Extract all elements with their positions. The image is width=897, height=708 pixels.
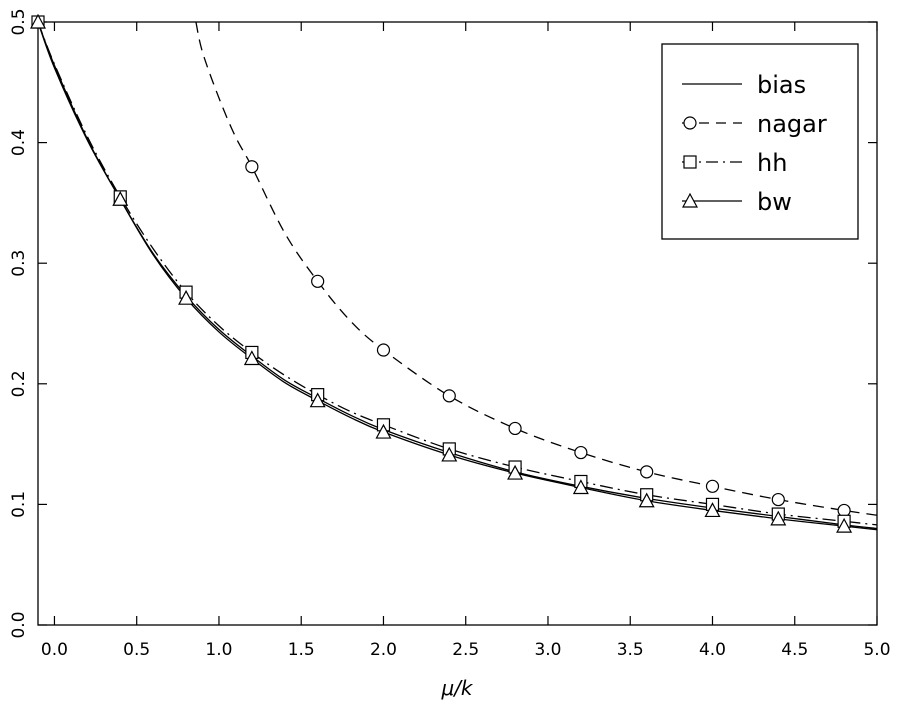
marker-bw [441,446,458,462]
legend-marker-bw [681,192,699,208]
marker-bw [704,502,721,518]
marker-bw [507,464,524,480]
legend-marker-hh [683,155,697,169]
marker-nagar [311,274,325,288]
x-tick-label: 1.0 [205,640,232,660]
y-tick-label: 0.0 [9,611,29,638]
x-tick-label: 3.0 [534,640,561,660]
x-tick-label: 0.5 [123,640,150,660]
legend: bias nagar hh bw [661,43,859,240]
x-tick-label: 4.0 [699,640,726,660]
marker-nagar [837,503,851,518]
x-tick-label: 4.5 [781,640,808,660]
x-tick-label: 2.0 [370,640,397,660]
x-tick-label: 5.0 [863,640,890,660]
legend-label-hh: hh [757,149,787,177]
marker-bw [836,517,853,533]
x-axis-title: μ/k [440,676,473,700]
marker-nagar [245,160,259,174]
legend-marker-nagar [683,116,697,130]
y-tick-label: 0.4 [9,129,29,156]
marker-nagar [771,492,785,507]
x-tick-label: 3.5 [617,640,644,660]
series-markers [29,13,853,533]
series-line-nagar [195,22,877,516]
x-tick-label: 1.5 [288,640,315,660]
legend-label-nagar: nagar [757,110,827,138]
marker-nagar [442,389,456,403]
marker-bw [375,423,392,439]
marker-bw [309,392,326,408]
marker-nagar [705,479,720,493]
marker-bw [638,492,655,508]
legend-label-bias: bias [757,71,806,99]
y-tick-label: 0.3 [9,250,29,277]
marker-bw [178,289,195,305]
x-tick-label: 2.5 [452,640,479,660]
axis-ticks: 0.0 0.5 1.0 1.5 2.0 2.5 3.0 3.5 4.0 4.5 5.0 0.0 0.1 0… [9,8,891,660]
x-tick-label: 0.0 [41,640,68,660]
marker-bw [770,510,787,526]
marker-nagar [574,445,588,460]
marker-nagar [508,421,522,436]
marker-bw [29,13,47,29]
y-tick-label: 0.1 [9,491,29,518]
y-tick-label: 0.5 [9,8,29,35]
marker-nagar [376,343,391,357]
marker-bw [572,479,589,495]
marker-bw [243,350,260,366]
plot-frame [37,21,878,626]
marker-bw [112,191,129,206]
legend-label-bw: bw [757,188,792,216]
marker-nagar [640,465,654,479]
y-tick-label: 0.2 [9,370,29,397]
